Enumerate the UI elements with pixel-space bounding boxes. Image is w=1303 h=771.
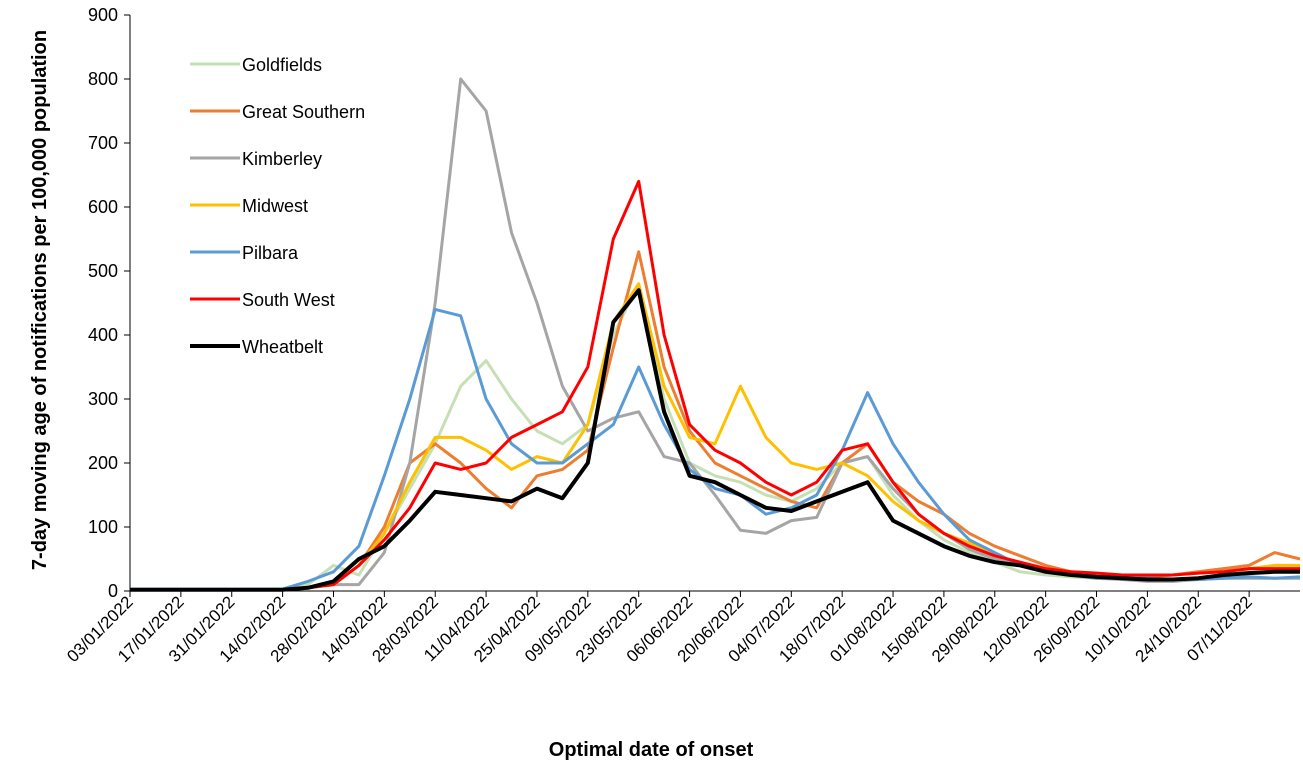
legend-label: Kimberley bbox=[242, 149, 322, 169]
x-axis-title: Optimal date of onset bbox=[549, 739, 754, 761]
y-tick-label: 400 bbox=[88, 325, 118, 345]
y-tick-label: 300 bbox=[88, 389, 118, 409]
y-tick-label: 0 bbox=[108, 581, 118, 601]
y-axis-title: 7-day moving age of notifications per 10… bbox=[29, 29, 51, 571]
legend-label: Pilbara bbox=[242, 243, 299, 263]
y-tick-label: 500 bbox=[88, 261, 118, 281]
legend-label: Great Southern bbox=[242, 102, 365, 122]
legend-label: Midwest bbox=[242, 196, 308, 216]
legend-label: Goldfields bbox=[242, 55, 322, 75]
y-tick-label: 700 bbox=[88, 133, 118, 153]
legend-label: Wheatbelt bbox=[242, 337, 323, 357]
series-line bbox=[130, 282, 1300, 592]
series-line bbox=[130, 282, 1300, 592]
y-tick-label: 200 bbox=[88, 453, 118, 473]
legend-label: South West bbox=[242, 290, 335, 310]
series-line bbox=[130, 288, 1300, 592]
y-tick-label: 600 bbox=[88, 197, 118, 217]
y-tick-label: 900 bbox=[88, 5, 118, 25]
y-tick-label: 800 bbox=[88, 69, 118, 89]
series-line bbox=[130, 179, 1300, 592]
y-tick-label: 100 bbox=[88, 517, 118, 537]
